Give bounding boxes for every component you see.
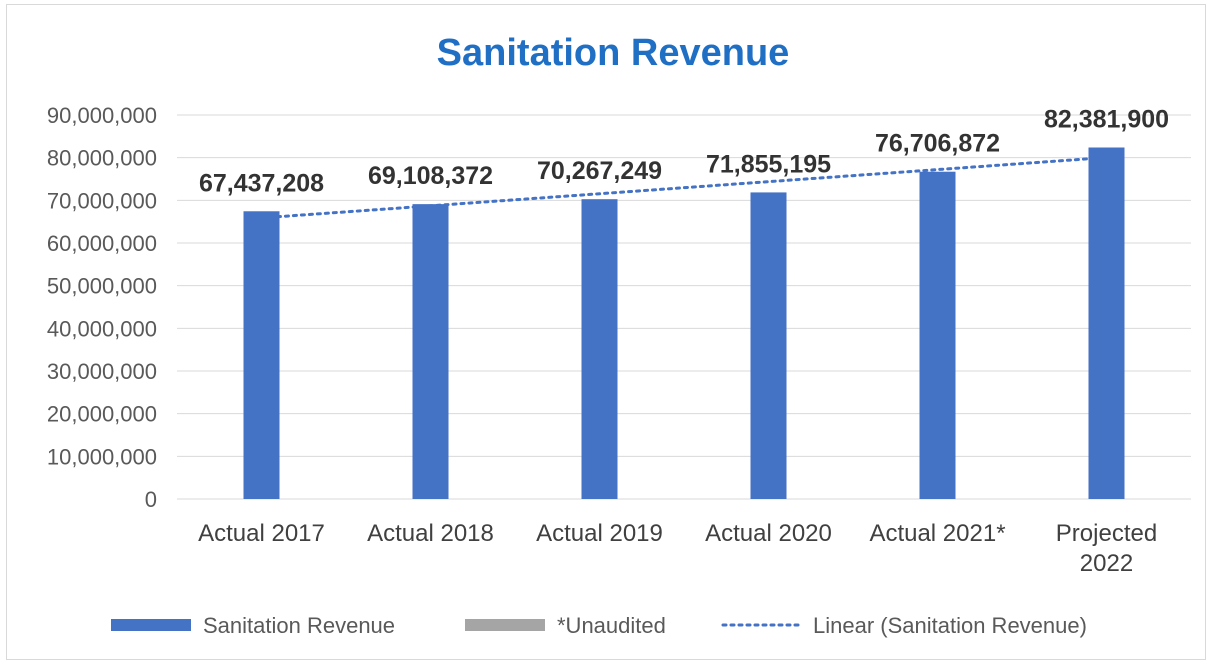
trendline [260, 156, 1108, 220]
data-label: 67,437,208 [199, 169, 324, 197]
chart-title: Sanitation Revenue [437, 32, 790, 74]
y-tick-label: 40,000,000 [47, 316, 157, 341]
chart-frame: Sanitation Revenue 0 10,000,000 20,000,000… [6, 4, 1206, 660]
legend: Sanitation Revenue *Unaudited Linear (Sani… [111, 613, 1087, 638]
y-tick-label: 90,000,000 [47, 103, 157, 128]
x-tick-label: Actual 2017 [198, 520, 325, 547]
data-labels: 67,437,208 69,108,372 70,267,249 71,855,195… [199, 106, 1169, 198]
bars [243, 147, 1125, 500]
legend-swatch [465, 619, 545, 631]
x-tick-label: Actual 2019 [536, 520, 663, 547]
legend-swatch [111, 619, 191, 631]
y-axis-ticks: 0 10,000,000 20,000,000 30,000,000 40,000,00… [47, 103, 157, 512]
y-tick-label: 60,000,000 [47, 231, 157, 256]
bar [581, 199, 618, 500]
y-tick-label: 80,000,000 [47, 146, 157, 171]
bar [243, 211, 280, 499]
bar [412, 204, 449, 499]
bar [750, 192, 787, 499]
y-tick-label: 70,000,000 [47, 188, 157, 213]
legend-label: Sanitation Revenue [203, 613, 395, 638]
x-tick-label: Actual 2021* [869, 520, 1005, 547]
x-tick-label: Projected 2022 [1056, 520, 1157, 577]
y-tick-label: 10,000,000 [47, 444, 157, 469]
y-tick-label: 20,000,000 [47, 402, 157, 427]
x-tick-label: Actual 2020 [705, 520, 832, 547]
data-label: 70,267,249 [537, 157, 662, 185]
x-tick-label: Actual 2018 [367, 520, 494, 547]
y-tick-label: 0 [145, 487, 157, 512]
data-label: 82,381,900 [1044, 106, 1169, 134]
y-tick-label: 50,000,000 [47, 274, 157, 299]
data-label: 69,108,372 [368, 162, 493, 190]
bar [919, 171, 956, 499]
bar [1088, 147, 1125, 499]
data-label: 71,855,195 [706, 150, 831, 178]
legend-label: Linear (Sanitation Revenue) [813, 613, 1087, 638]
sanitation-revenue-chart: Sanitation Revenue 0 10,000,000 20,000,000… [47, 32, 1191, 638]
gridlines [177, 114, 1191, 500]
data-label: 76,706,872 [875, 130, 1000, 158]
trendline-path [260, 156, 1108, 220]
legend-label: *Unaudited [557, 613, 666, 638]
x-axis-ticks: Actual 2017 Actual 2018 Actual 2019 Actual … [198, 520, 1157, 577]
y-tick-label: 30,000,000 [47, 359, 157, 384]
